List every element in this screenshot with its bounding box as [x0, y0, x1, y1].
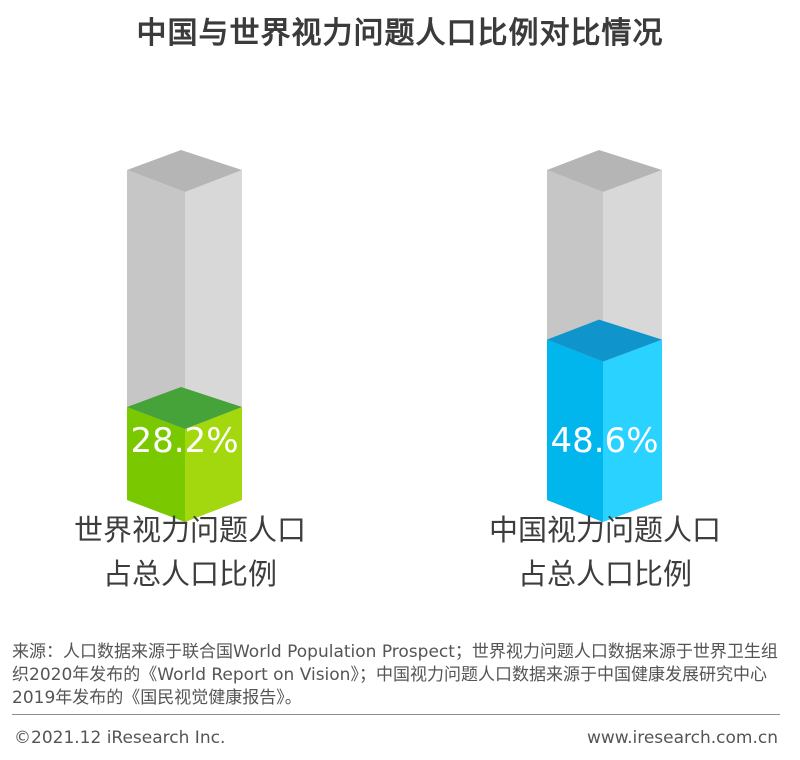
bar-0-top: [127, 386, 242, 429]
bar-0-front: [127, 406, 185, 522]
category-label-china-line2: 占总人口比例: [517, 557, 692, 591]
bar-1-top: [547, 319, 662, 362]
bar-track-0-top: [127, 150, 242, 192]
category-label-china: 中国视力问题人口 占总人口比例: [455, 508, 755, 596]
bar-0-side: [185, 406, 242, 522]
category-label-world: 世界视力问题人口 占总人口比例: [40, 508, 340, 596]
bar-track-1-top: [547, 150, 662, 192]
category-label-china-line1: 中国视力问题人口: [488, 513, 721, 547]
bar-chart: 28.2% 48.6%: [127, 150, 662, 522]
bar-1-side: [603, 339, 662, 522]
website-link[interactable]: www.iresearch.com.cn: [586, 728, 778, 748]
copyright-text: ©2021.12 iResearch Inc.: [14, 728, 226, 748]
source-note: 来源：人口数据来源于联合国World Population Prospect；世…: [12, 642, 778, 708]
bar-1-front: [547, 339, 603, 522]
chart-title: 中国与世界视力问题人口比例对比情况: [136, 16, 664, 51]
value-label-1: 48.6%: [550, 421, 658, 461]
category-label-world-line1: 世界视力问题人口: [73, 513, 306, 547]
value-label-0: 28.2%: [130, 421, 238, 461]
category-label-world-line2: 占总人口比例: [102, 557, 277, 591]
footer-divider: [12, 714, 780, 715]
